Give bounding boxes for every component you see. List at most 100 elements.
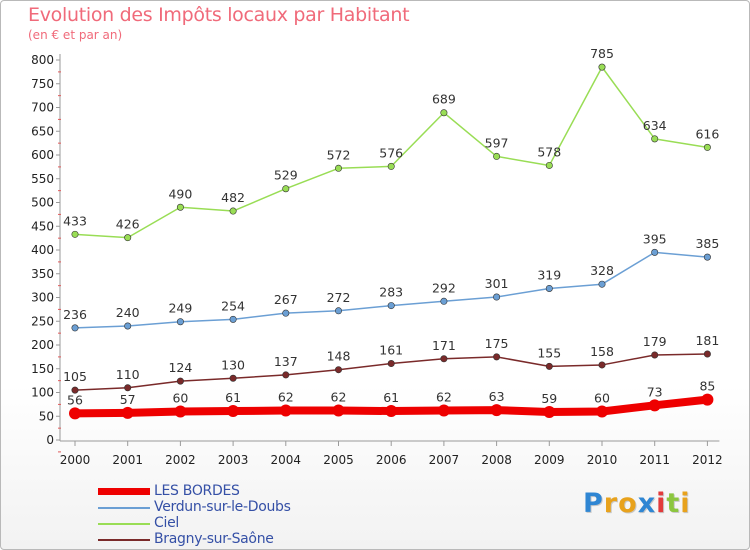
y-tick-label: 300 [31, 291, 54, 305]
data-label: 61 [225, 390, 241, 405]
data-point [124, 234, 132, 242]
data-point [71, 230, 79, 238]
data-label: 385 [695, 236, 719, 251]
data-point [124, 384, 132, 392]
x-tick-label: 2006 [376, 453, 407, 467]
data-point [545, 284, 553, 292]
data-label: 529 [274, 168, 298, 183]
y-tick-label: 0 [46, 433, 54, 447]
data-point [176, 377, 184, 385]
data-point [440, 109, 448, 117]
data-point [121, 406, 134, 419]
data-label: 482 [221, 190, 245, 205]
data-point [334, 307, 342, 315]
data-point [490, 404, 503, 417]
data-point [334, 366, 342, 374]
data-label: 61 [383, 390, 399, 405]
data-label: 490 [168, 186, 192, 201]
data-point [493, 353, 501, 361]
data-label: 155 [537, 345, 561, 360]
y-tick-label: 500 [31, 196, 54, 210]
data-point [440, 355, 448, 363]
data-label: 85 [699, 379, 715, 394]
legend-swatch [98, 523, 150, 525]
logo-letter: x [637, 488, 657, 519]
y-tick-label: 550 [31, 172, 54, 186]
data-label: 105 [63, 369, 87, 384]
series-bragny-sur-sa-ne [71, 350, 711, 394]
data-point [703, 253, 711, 261]
data-label: 267 [274, 292, 298, 307]
data-label: 301 [485, 276, 509, 291]
data-label: 319 [537, 267, 561, 282]
data-label: 395 [643, 231, 667, 246]
data-point [545, 362, 553, 370]
data-label: 236 [63, 307, 87, 322]
x-tick-label: 2007 [429, 453, 460, 467]
x-tick-label: 2001 [112, 453, 143, 467]
legend-swatch [98, 539, 150, 541]
data-point [437, 404, 450, 417]
x-tick-label: 2003 [218, 453, 249, 467]
y-tick-label: 800 [31, 53, 54, 67]
data-point [596, 405, 608, 418]
data-point [279, 404, 292, 417]
data-point [543, 405, 556, 418]
data-point [174, 405, 187, 418]
data-labels: 236 240 249 254 267 272 283 292 301 319 328 395 385 4… [63, 46, 719, 407]
data-label: 689 [432, 92, 456, 107]
data-point [176, 318, 184, 326]
logo-letter: i [680, 488, 691, 519]
data-point [703, 350, 711, 358]
x-tick-label: 2000 [60, 453, 91, 467]
data-point [701, 393, 714, 406]
data-label: 148 [327, 349, 351, 364]
data-label: 426 [116, 217, 140, 232]
data-point [332, 404, 345, 417]
series-layer [69, 63, 714, 420]
legend-label: LES BORDES [154, 483, 240, 499]
data-point [385, 405, 398, 418]
data-label: 130 [221, 357, 245, 372]
data-label: 158 [590, 344, 614, 359]
chart-title: Evolution des Impôts locaux par Habitant [28, 4, 410, 26]
data-point [229, 207, 237, 215]
data-label: 283 [379, 285, 403, 300]
y-tick-label: 200 [31, 338, 54, 352]
y-tick-label: 50 [39, 409, 54, 423]
x-tick-label: 2004 [271, 453, 302, 467]
data-point [227, 405, 240, 418]
logo-letter: i [656, 488, 667, 519]
y-tick-label: 350 [31, 267, 54, 281]
data-label: 63 [489, 389, 505, 404]
data-label: 240 [116, 305, 140, 320]
data-label: 73 [647, 384, 663, 399]
legend-swatch [98, 507, 150, 509]
data-label: 328 [590, 263, 614, 278]
y-tick-label: 750 [31, 77, 54, 91]
data-point [282, 309, 290, 317]
data-label: 60 [594, 391, 610, 406]
data-point [124, 322, 132, 330]
data-point [598, 63, 606, 71]
data-label: 597 [485, 135, 509, 150]
x-tick-label: 2002 [165, 453, 196, 467]
data-label: 57 [120, 392, 136, 407]
logo-letter: P [583, 488, 604, 519]
data-point [387, 162, 395, 170]
data-label: 292 [432, 280, 456, 295]
data-label: 171 [432, 338, 456, 353]
data-label: 175 [485, 336, 509, 351]
x-tick-label: 2005 [323, 453, 354, 467]
series-ciel [71, 63, 711, 242]
data-label: 59 [541, 391, 557, 406]
data-point [387, 360, 395, 368]
y-tick-label: 650 [31, 124, 54, 138]
chart-subtitle: (en € et par an) [28, 28, 123, 42]
y-tick-label: 400 [31, 243, 54, 257]
data-point [282, 371, 290, 379]
data-point [545, 161, 553, 169]
series-verdun-sur-le-doubs [71, 248, 711, 332]
data-point [703, 143, 711, 151]
